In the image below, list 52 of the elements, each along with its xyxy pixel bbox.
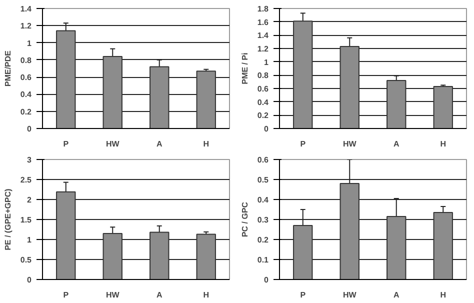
y-tick-label: 2.5 [20,176,32,184]
x-tick-label: H [440,140,446,148]
y-tick-label: 3 [27,156,32,164]
y-tick-label: 0.8 [20,56,32,65]
y-tick-label: 1 [264,58,270,67]
x-tick-label: H [203,140,210,148]
x-tick-label: H [203,290,210,300]
y-tick-label: 0.2 [257,236,270,244]
y-tick-label: 1 [27,38,32,48]
y-tick-label: 0 [264,276,270,284]
y-tick-label: 0 [27,276,32,284]
y-axis-title: PE / (GPE+GPC) [3,188,12,250]
y-tick-label: 0.2 [257,111,270,120]
x-tick-label: P [63,290,70,300]
y-tick-label: 0.1 [257,256,270,264]
y-axis-title: PME / Pi [240,52,250,84]
x-tick-label: P [300,290,306,300]
y-tick-label: 2 [27,196,32,204]
y-tick-label: 0.2 [20,107,32,116]
y-tick-label: 0.6 [257,156,270,164]
y-axis-title: PC / GPC [240,202,250,238]
x-tick-label: H [440,290,446,300]
y-tick-label: 1.8 [257,4,270,14]
y-tick-label: 0.3 [257,216,270,224]
y-tick-label: 0.4 [257,98,270,107]
x-tick-label: A [393,140,400,148]
y-tick-label: 0.5 [20,256,32,264]
y-tick-label: 0 [27,124,32,134]
y-tick-label: 0.4 [257,196,270,204]
y-tick-label: 1.5 [20,216,32,224]
x-tick-label: HW [106,290,120,300]
y-tick-label: 0.6 [20,73,32,82]
x-tick-label: P [63,140,70,148]
y-tick-label: 0.6 [257,84,270,94]
y-axis-title: PME/PDE [3,50,12,87]
x-tick-label: HW [342,290,357,300]
x-tick-label: A [156,140,162,148]
x-tick-label: HW [342,140,357,148]
x-tick-label: A [156,290,162,300]
y-tick-label: 1.4 [257,31,270,40]
y-tick-label: 0.8 [257,71,270,80]
y-tick-label: 0.4 [20,90,32,100]
x-tick-label: P [300,140,306,148]
y-tick-label: 1.4 [20,4,32,14]
y-tick-label: 0 [264,124,270,134]
y-tick-label: 0.5 [257,176,270,184]
y-tick-label: 1.2 [20,22,32,31]
x-tick-label: A [393,290,400,300]
x-tick-label: HW [106,140,120,148]
y-tick-label: 1.2 [257,44,270,54]
y-tick-label: 1 [27,236,32,244]
y-tick-label: 1.6 [257,18,270,27]
